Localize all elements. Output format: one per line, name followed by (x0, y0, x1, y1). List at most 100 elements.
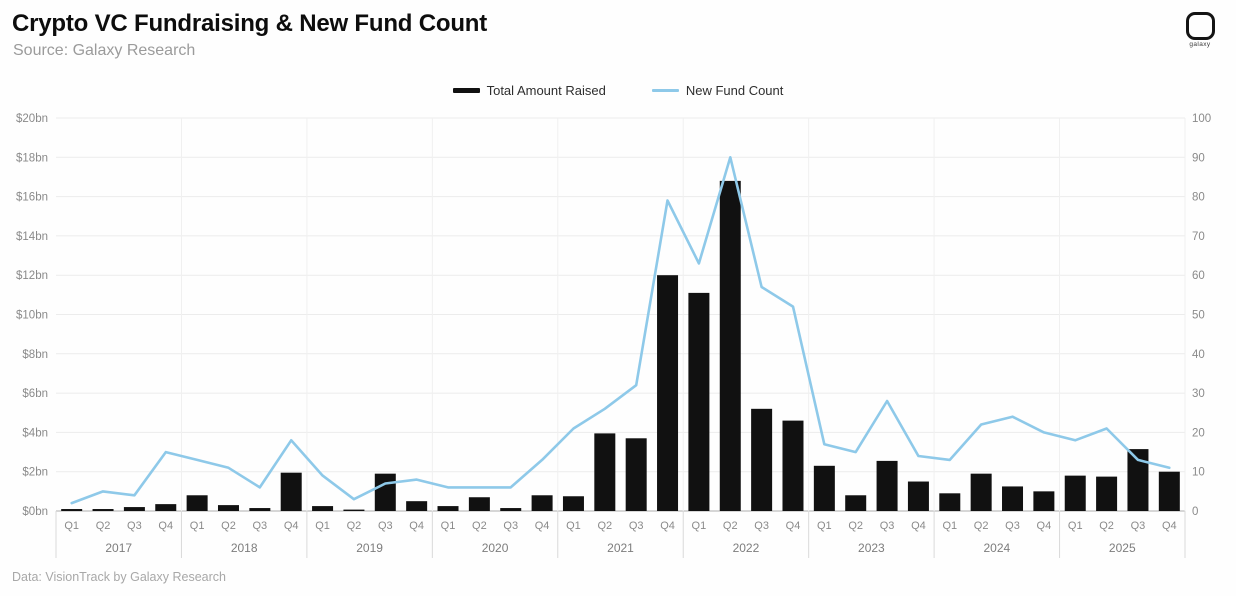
x-quarter-label: Q3 (378, 520, 393, 532)
x-year-label: 2025 (1109, 541, 1136, 555)
bar-total-raised (61, 509, 83, 511)
bar-total-raised (217, 505, 239, 511)
bar-total-raised (1002, 486, 1024, 511)
x-quarter-label: Q4 (660, 520, 675, 532)
bar-total-raised (1158, 471, 1180, 511)
bar-total-raised (437, 506, 459, 511)
x-year-label: 2018 (231, 541, 258, 555)
bar-total-raised (625, 438, 647, 511)
x-quarter-label: Q1 (315, 520, 330, 532)
bar-total-raised (280, 472, 302, 511)
bar-swatch-icon (452, 88, 480, 93)
x-quarter-label: Q2 (597, 520, 612, 532)
bar-total-raised (876, 460, 898, 511)
galaxy-logo-icon (1185, 12, 1215, 40)
x-quarter-label: Q1 (64, 520, 79, 532)
x-quarter-label: Q1 (692, 520, 707, 532)
bar-total-raised (468, 497, 490, 511)
data-source-footer: Data: VisionTrack by Galaxy Research (12, 570, 226, 584)
line-swatch-icon (651, 89, 679, 92)
page-title: Crypto VC Fundraising & New Fund Count (12, 10, 488, 37)
x-quarter-label: Q4 (911, 520, 926, 532)
x-quarter-label: Q4 (786, 520, 801, 532)
bar-total-raised (1064, 475, 1086, 511)
line-new-fund-count (70, 156, 1171, 505)
x-year-label: 2022 (733, 541, 760, 555)
legend-item-fund-count: New Fund Count (651, 83, 784, 98)
bar-total-raised (813, 465, 835, 511)
x-year-label: 2021 (607, 541, 634, 555)
y-right-tick-label: 90 (1192, 152, 1205, 164)
x-quarter-label: Q2 (974, 520, 989, 532)
bar-total-raised (92, 509, 114, 511)
x-quarter-label: Q1 (942, 520, 957, 532)
x-quarter-label: Q1 (441, 520, 456, 532)
bar-total-raised (1127, 449, 1149, 511)
bar-total-raised (845, 495, 867, 511)
bar-total-raised (531, 495, 553, 511)
bar-total-raised (970, 473, 992, 511)
y-right-tick-label: 70 (1192, 231, 1205, 243)
y-right-tick-label: 50 (1192, 310, 1205, 322)
x-quarter-label: Q4 (158, 520, 173, 532)
y-right-tick-label: 60 (1192, 270, 1205, 282)
x-quarter-label: Q1 (190, 520, 205, 532)
x-quarter-label: Q3 (629, 520, 644, 532)
bar-total-raised (562, 496, 584, 511)
x-quarter-label: Q2 (96, 520, 111, 532)
x-quarter-label: Q2 (472, 520, 487, 532)
x-quarter-label: Q4 (1037, 520, 1052, 532)
x-quarter-label: Q1 (817, 520, 832, 532)
bar-total-raised (1033, 491, 1055, 511)
y-right-tick-label: 100 (1192, 113, 1211, 125)
x-quarter-label: Q4 (284, 520, 299, 532)
y-left-tick-label: $14bn (16, 231, 48, 243)
legend-label: New Fund Count (685, 83, 784, 98)
x-quarter-label: Q3 (1131, 520, 1146, 532)
y-right-tick-label: 20 (1192, 427, 1205, 439)
x-quarter-label: Q2 (221, 520, 236, 532)
x-year-label: 2023 (858, 541, 885, 555)
y-left-tick-label: $18bn (16, 152, 48, 164)
bar-total-raised (500, 508, 522, 511)
x-year-label: 2019 (356, 541, 383, 555)
y-left-tick-label: $2bn (22, 467, 48, 479)
bar-total-raised (719, 180, 741, 511)
y-left-tick-label: $0bn (22, 506, 48, 518)
legend: Total Amount Raised New Fund Count (0, 83, 1236, 98)
x-quarter-label: Q4 (535, 520, 550, 532)
y-left-tick-label: $4bn (22, 427, 48, 439)
x-quarter-label: Q2 (1099, 520, 1114, 532)
x-quarter-label: Q1 (1068, 520, 1083, 532)
bar-total-raised (249, 508, 271, 511)
bar-total-raised (155, 504, 177, 511)
y-right-tick-label: 0 (1192, 506, 1198, 518)
x-quarter-label: Q4 (1162, 520, 1177, 532)
x-quarter-label: Q2 (848, 520, 863, 532)
x-year-label: 2017 (105, 541, 132, 555)
x-quarter-label: Q3 (253, 520, 268, 532)
bar-total-raised (374, 473, 396, 511)
bar-total-raised (751, 408, 773, 511)
y-left-tick-label: $8bn (22, 349, 48, 361)
y-left-tick-label: $12bn (16, 270, 48, 282)
bar-total-raised (907, 481, 929, 511)
y-right-tick-label: 40 (1192, 349, 1205, 361)
bar-total-raised (782, 420, 804, 511)
galaxy-logo: galaxy (1180, 12, 1220, 48)
bar-total-raised (312, 506, 334, 511)
y-right-tick-label: 30 (1192, 388, 1205, 400)
x-quarter-label: Q3 (1005, 520, 1020, 532)
galaxy-logo-label: galaxy (1189, 41, 1211, 48)
x-quarter-label: Q3 (503, 520, 518, 532)
x-quarter-label: Q2 (723, 520, 738, 532)
legend-item-total-raised: Total Amount Raised (452, 83, 606, 98)
x-quarter-label: Q4 (409, 520, 424, 532)
bar-total-raised (343, 509, 365, 511)
bar-total-raised (123, 507, 145, 511)
bar-total-raised (406, 501, 428, 511)
bar-total-raised (1096, 476, 1118, 511)
legend-label: Total Amount Raised (486, 83, 606, 98)
